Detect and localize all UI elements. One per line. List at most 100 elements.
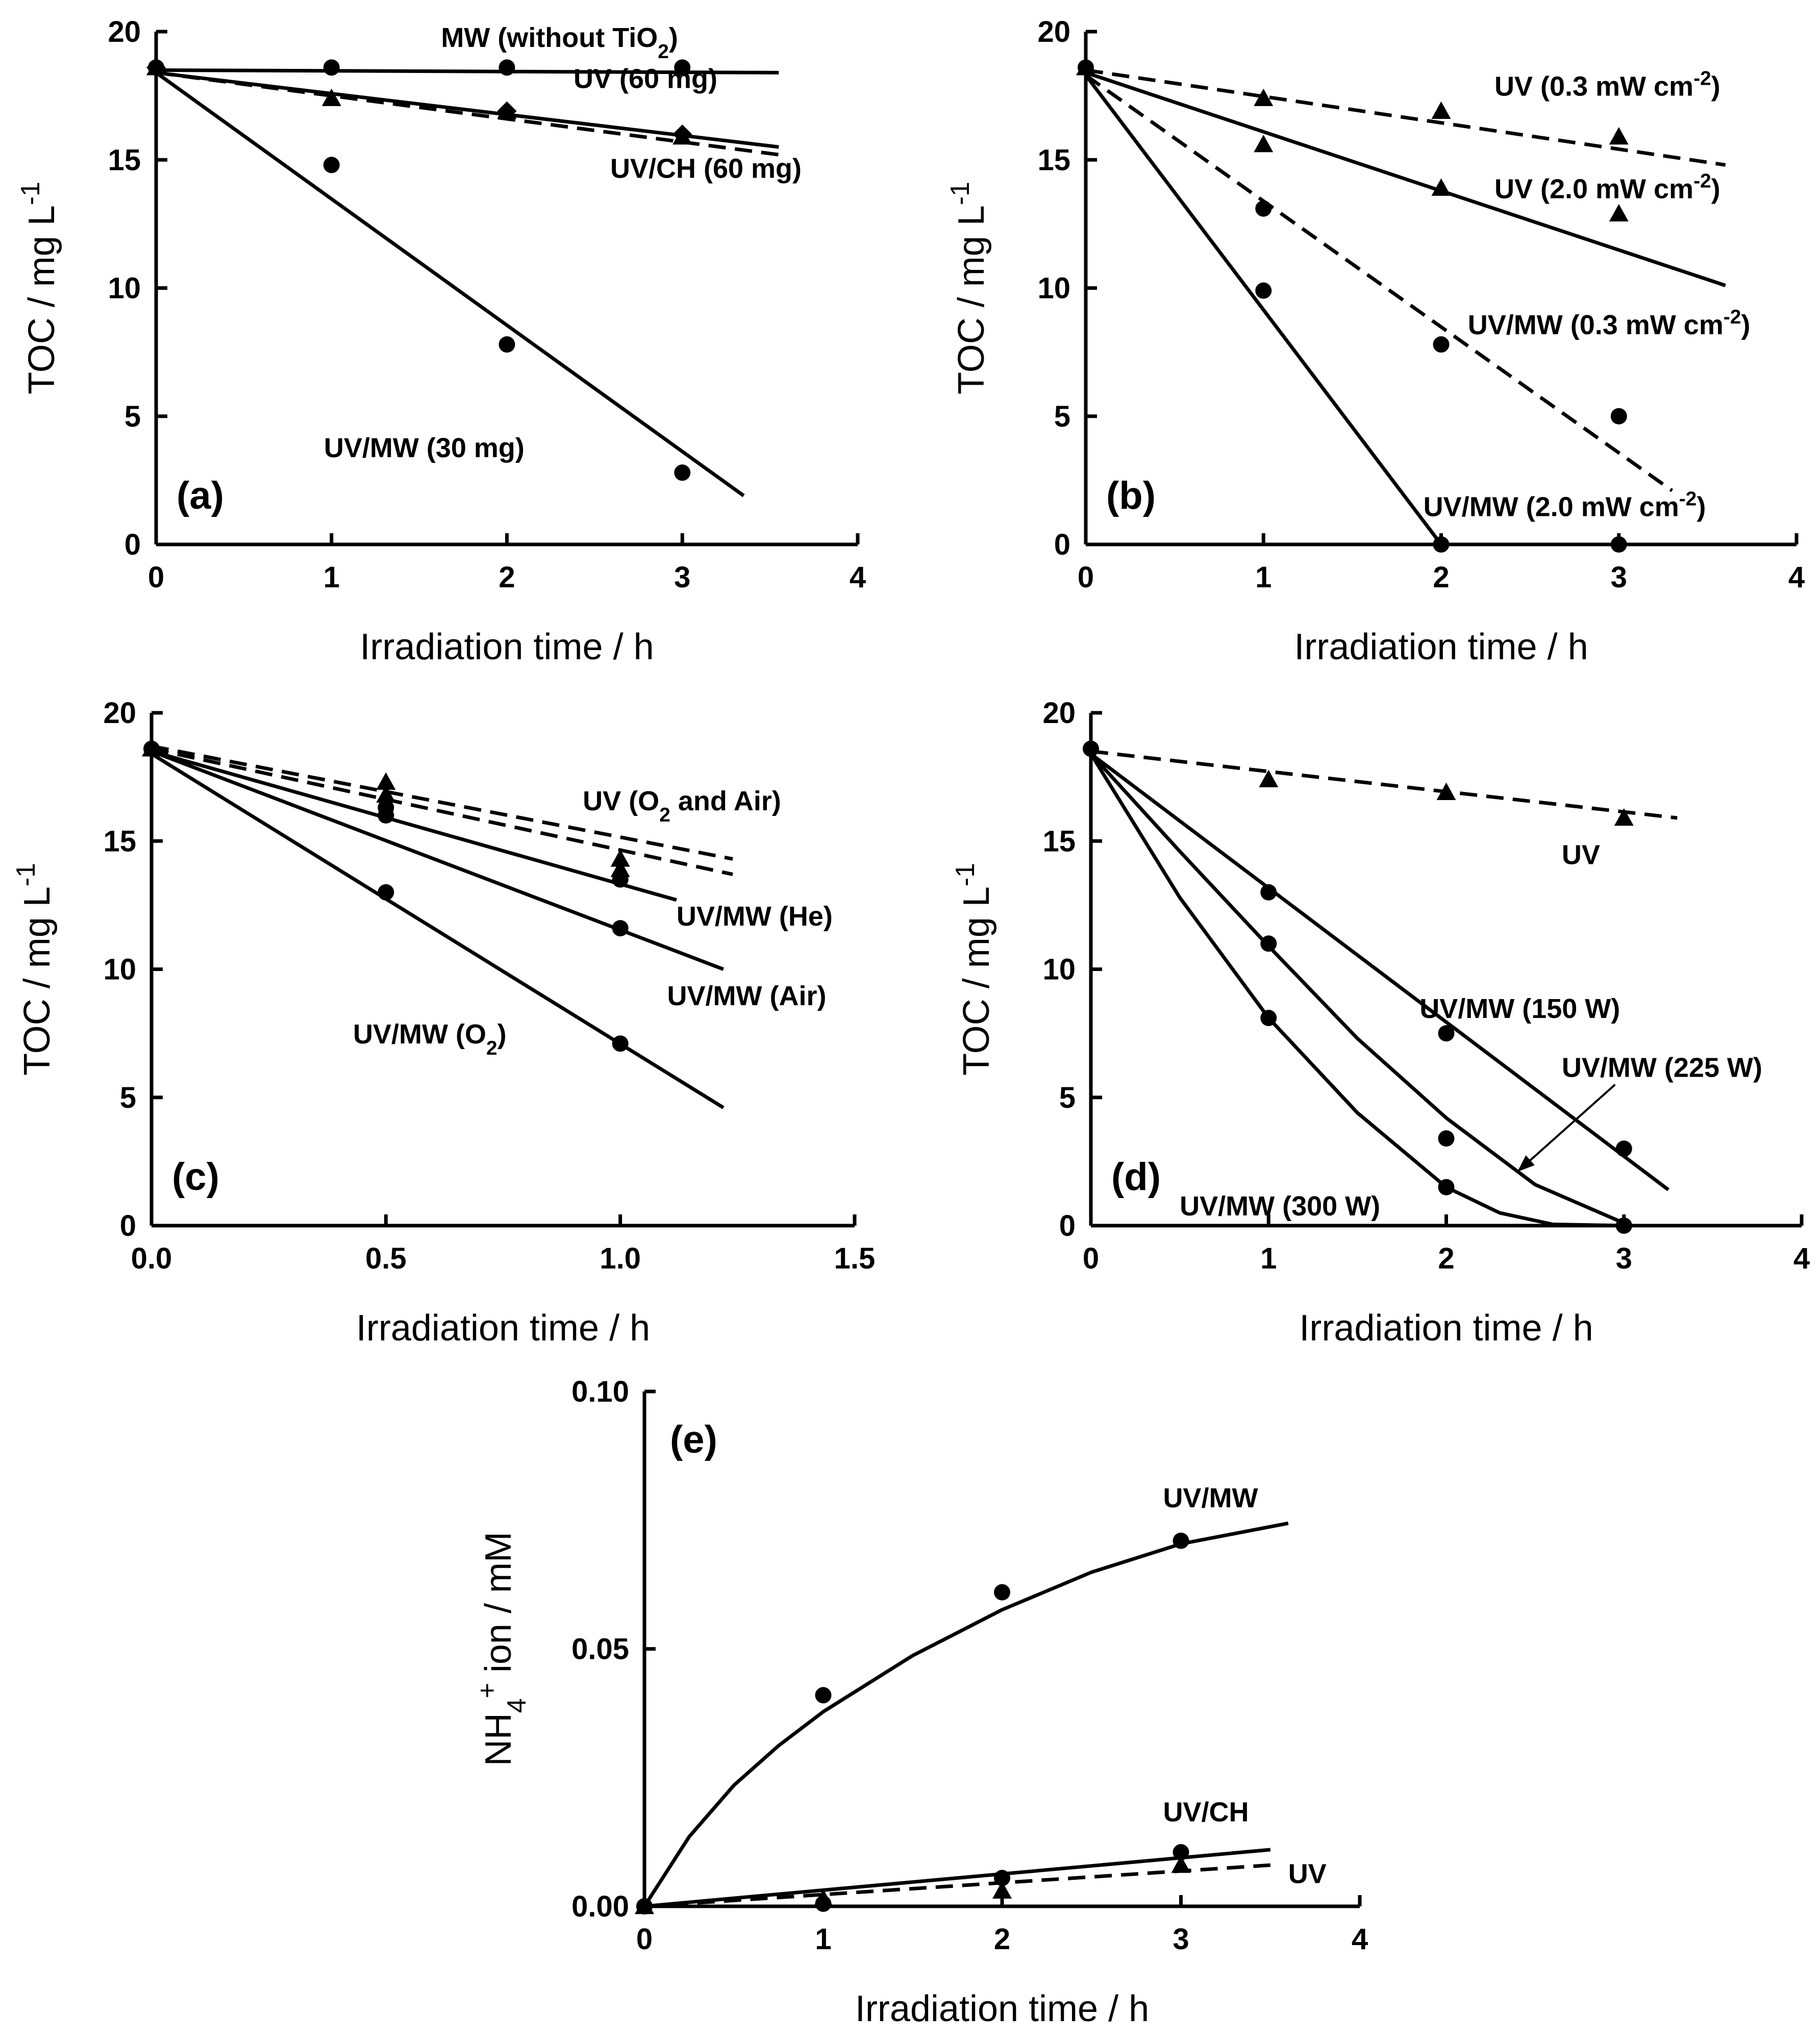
data-point bbox=[1173, 1532, 1189, 1549]
data-point bbox=[1255, 200, 1272, 217]
x-tick-label: 3 bbox=[1616, 1242, 1632, 1275]
y-axis-title-part: -1 bbox=[15, 182, 45, 205]
y-tick-label: 20 bbox=[103, 696, 136, 730]
y-tick-label: 20 bbox=[108, 15, 141, 48]
series-annotation: UV/MW bbox=[1163, 1483, 1258, 1513]
series-annotation-part: ) bbox=[669, 22, 678, 53]
y-tick-label: 10 bbox=[1037, 272, 1070, 305]
y-tick-label: 10 bbox=[103, 953, 136, 986]
data-point bbox=[1615, 1217, 1632, 1234]
series-annotation: UV/MW (225 W) bbox=[1562, 1053, 1762, 1083]
data-point bbox=[610, 849, 630, 867]
x-tick-label: 4 bbox=[850, 561, 866, 594]
data-point bbox=[674, 59, 691, 76]
data-point bbox=[148, 59, 164, 76]
data-point bbox=[1259, 769, 1279, 787]
series-annotation: UV/MW (He) bbox=[677, 901, 833, 932]
panel-label: (c) bbox=[172, 1155, 219, 1199]
y-axis-title-part: -1 bbox=[950, 863, 980, 886]
y-axis-title-part: -1 bbox=[11, 863, 40, 886]
series-1 bbox=[1259, 769, 1634, 826]
x-tick-label: 0 bbox=[636, 1923, 653, 1956]
data-point bbox=[610, 859, 630, 877]
y-tick-label: 5 bbox=[1059, 1081, 1076, 1114]
series-annotation: UV/MW (2.0 mW cm-2) bbox=[1424, 488, 1706, 523]
y-axis-title-part: + bbox=[472, 1683, 502, 1698]
y-tick-label: 10 bbox=[108, 272, 141, 305]
series-annotation: UV/MW (0.3 mW cm-2) bbox=[1468, 306, 1751, 340]
data-point bbox=[1260, 1009, 1277, 1026]
data-point bbox=[1433, 536, 1450, 553]
series-annotation: UV/MW (150 W) bbox=[1419, 993, 1620, 1024]
x-tick-label: 1.0 bbox=[600, 1242, 641, 1275]
series-annotation: UV/MW (30 mg) bbox=[324, 433, 525, 463]
series-annotation-part: ) bbox=[1697, 492, 1706, 523]
y-axis-title: TOC / mg L-1 bbox=[15, 182, 62, 394]
y-axis-title: TOC / mg L-1 bbox=[950, 863, 997, 1076]
series-annotation-part: UV/CH bbox=[1163, 1797, 1249, 1828]
y-tick-label: 0 bbox=[124, 528, 141, 561]
fit-line-1 bbox=[156, 68, 779, 74]
fit-line-2 bbox=[644, 1848, 1271, 1908]
fit-line-4 bbox=[155, 71, 745, 497]
data-point bbox=[1260, 935, 1277, 952]
chart-panel-c: 0.0 0.5 1.0 1.5 0 5 10 15 20 Irradiation time / h… bbox=[11, 696, 875, 1349]
x-tick-label: 2 bbox=[498, 561, 515, 594]
data-point bbox=[1609, 127, 1629, 145]
data-point bbox=[635, 1897, 654, 1914]
panel-label: (d) bbox=[1111, 1155, 1161, 1199]
fit-line-3 bbox=[1089, 753, 1625, 1225]
fit-line-3 bbox=[1084, 73, 1674, 492]
y-tick-label: 0.05 bbox=[571, 1633, 629, 1666]
series-annotation: UV bbox=[1562, 839, 1600, 870]
data-point bbox=[498, 336, 515, 353]
data-point bbox=[1171, 1855, 1191, 1873]
data-point bbox=[1438, 1130, 1455, 1147]
y-tick-label: 0 bbox=[1054, 528, 1070, 561]
series-2 bbox=[376, 785, 630, 877]
data-point bbox=[1610, 536, 1627, 553]
y-tick-label: 5 bbox=[1054, 400, 1070, 433]
x-tick-label: 1 bbox=[323, 561, 340, 594]
series-annotation-part: ) bbox=[1711, 174, 1721, 205]
data-point bbox=[1614, 808, 1634, 826]
series-annotation: UV/MW (300 W) bbox=[1180, 1191, 1380, 1222]
data-point bbox=[1610, 408, 1627, 425]
chart-panel-b: 0 1 2 3 4 0 5 10 15 20 Irradiation time / h TOC / m… bbox=[945, 15, 1805, 667]
y-tick-label: 0.10 bbox=[571, 1375, 629, 1408]
data-point bbox=[612, 920, 629, 937]
x-tick-label: 3 bbox=[1173, 1923, 1189, 1956]
data-point bbox=[813, 1888, 833, 1907]
fit-line-4 bbox=[151, 750, 725, 971]
y-tick-label: 15 bbox=[108, 143, 141, 177]
series-2 bbox=[1254, 135, 1629, 221]
series-4 bbox=[378, 799, 629, 937]
series-annotation-part: UV/MW (150 W) bbox=[1419, 993, 1620, 1024]
x-tick-label: 2 bbox=[1433, 561, 1449, 594]
data-point bbox=[1615, 1140, 1632, 1157]
x-tick-label: 4 bbox=[1788, 561, 1805, 594]
fit-line-2 bbox=[151, 747, 733, 877]
series-annotation-part: and Air) bbox=[670, 786, 781, 816]
x-tick-label: 1 bbox=[1260, 1242, 1277, 1275]
series-annotation: UV bbox=[1288, 1859, 1327, 1889]
data-point bbox=[612, 1035, 629, 1052]
data-point bbox=[1438, 1179, 1455, 1196]
series-annotation: UV (0.3 mW cm-2) bbox=[1494, 67, 1721, 102]
x-tick-label: 0 bbox=[148, 561, 164, 594]
fit-line-1 bbox=[1090, 749, 1678, 820]
panel-label: (e) bbox=[670, 1418, 717, 1461]
fit-line-2 bbox=[1089, 752, 1669, 1191]
data-point bbox=[323, 157, 340, 173]
series-annotation-part: MW (without TiO bbox=[441, 22, 658, 53]
series-annotation-part: UV/MW (0.3 mW cm bbox=[1468, 310, 1724, 340]
series-annotation-part: UV/MW (Air) bbox=[667, 981, 827, 1011]
data-point bbox=[994, 1584, 1010, 1601]
y-axis-title-part: -1 bbox=[945, 182, 975, 205]
fit-line-3 bbox=[151, 750, 677, 902]
series-annotation-part: UV/CH (60 mg) bbox=[610, 153, 802, 184]
series-annotation-part: 2 bbox=[658, 41, 669, 63]
series-annotation: UV (60 mg) bbox=[574, 64, 717, 94]
